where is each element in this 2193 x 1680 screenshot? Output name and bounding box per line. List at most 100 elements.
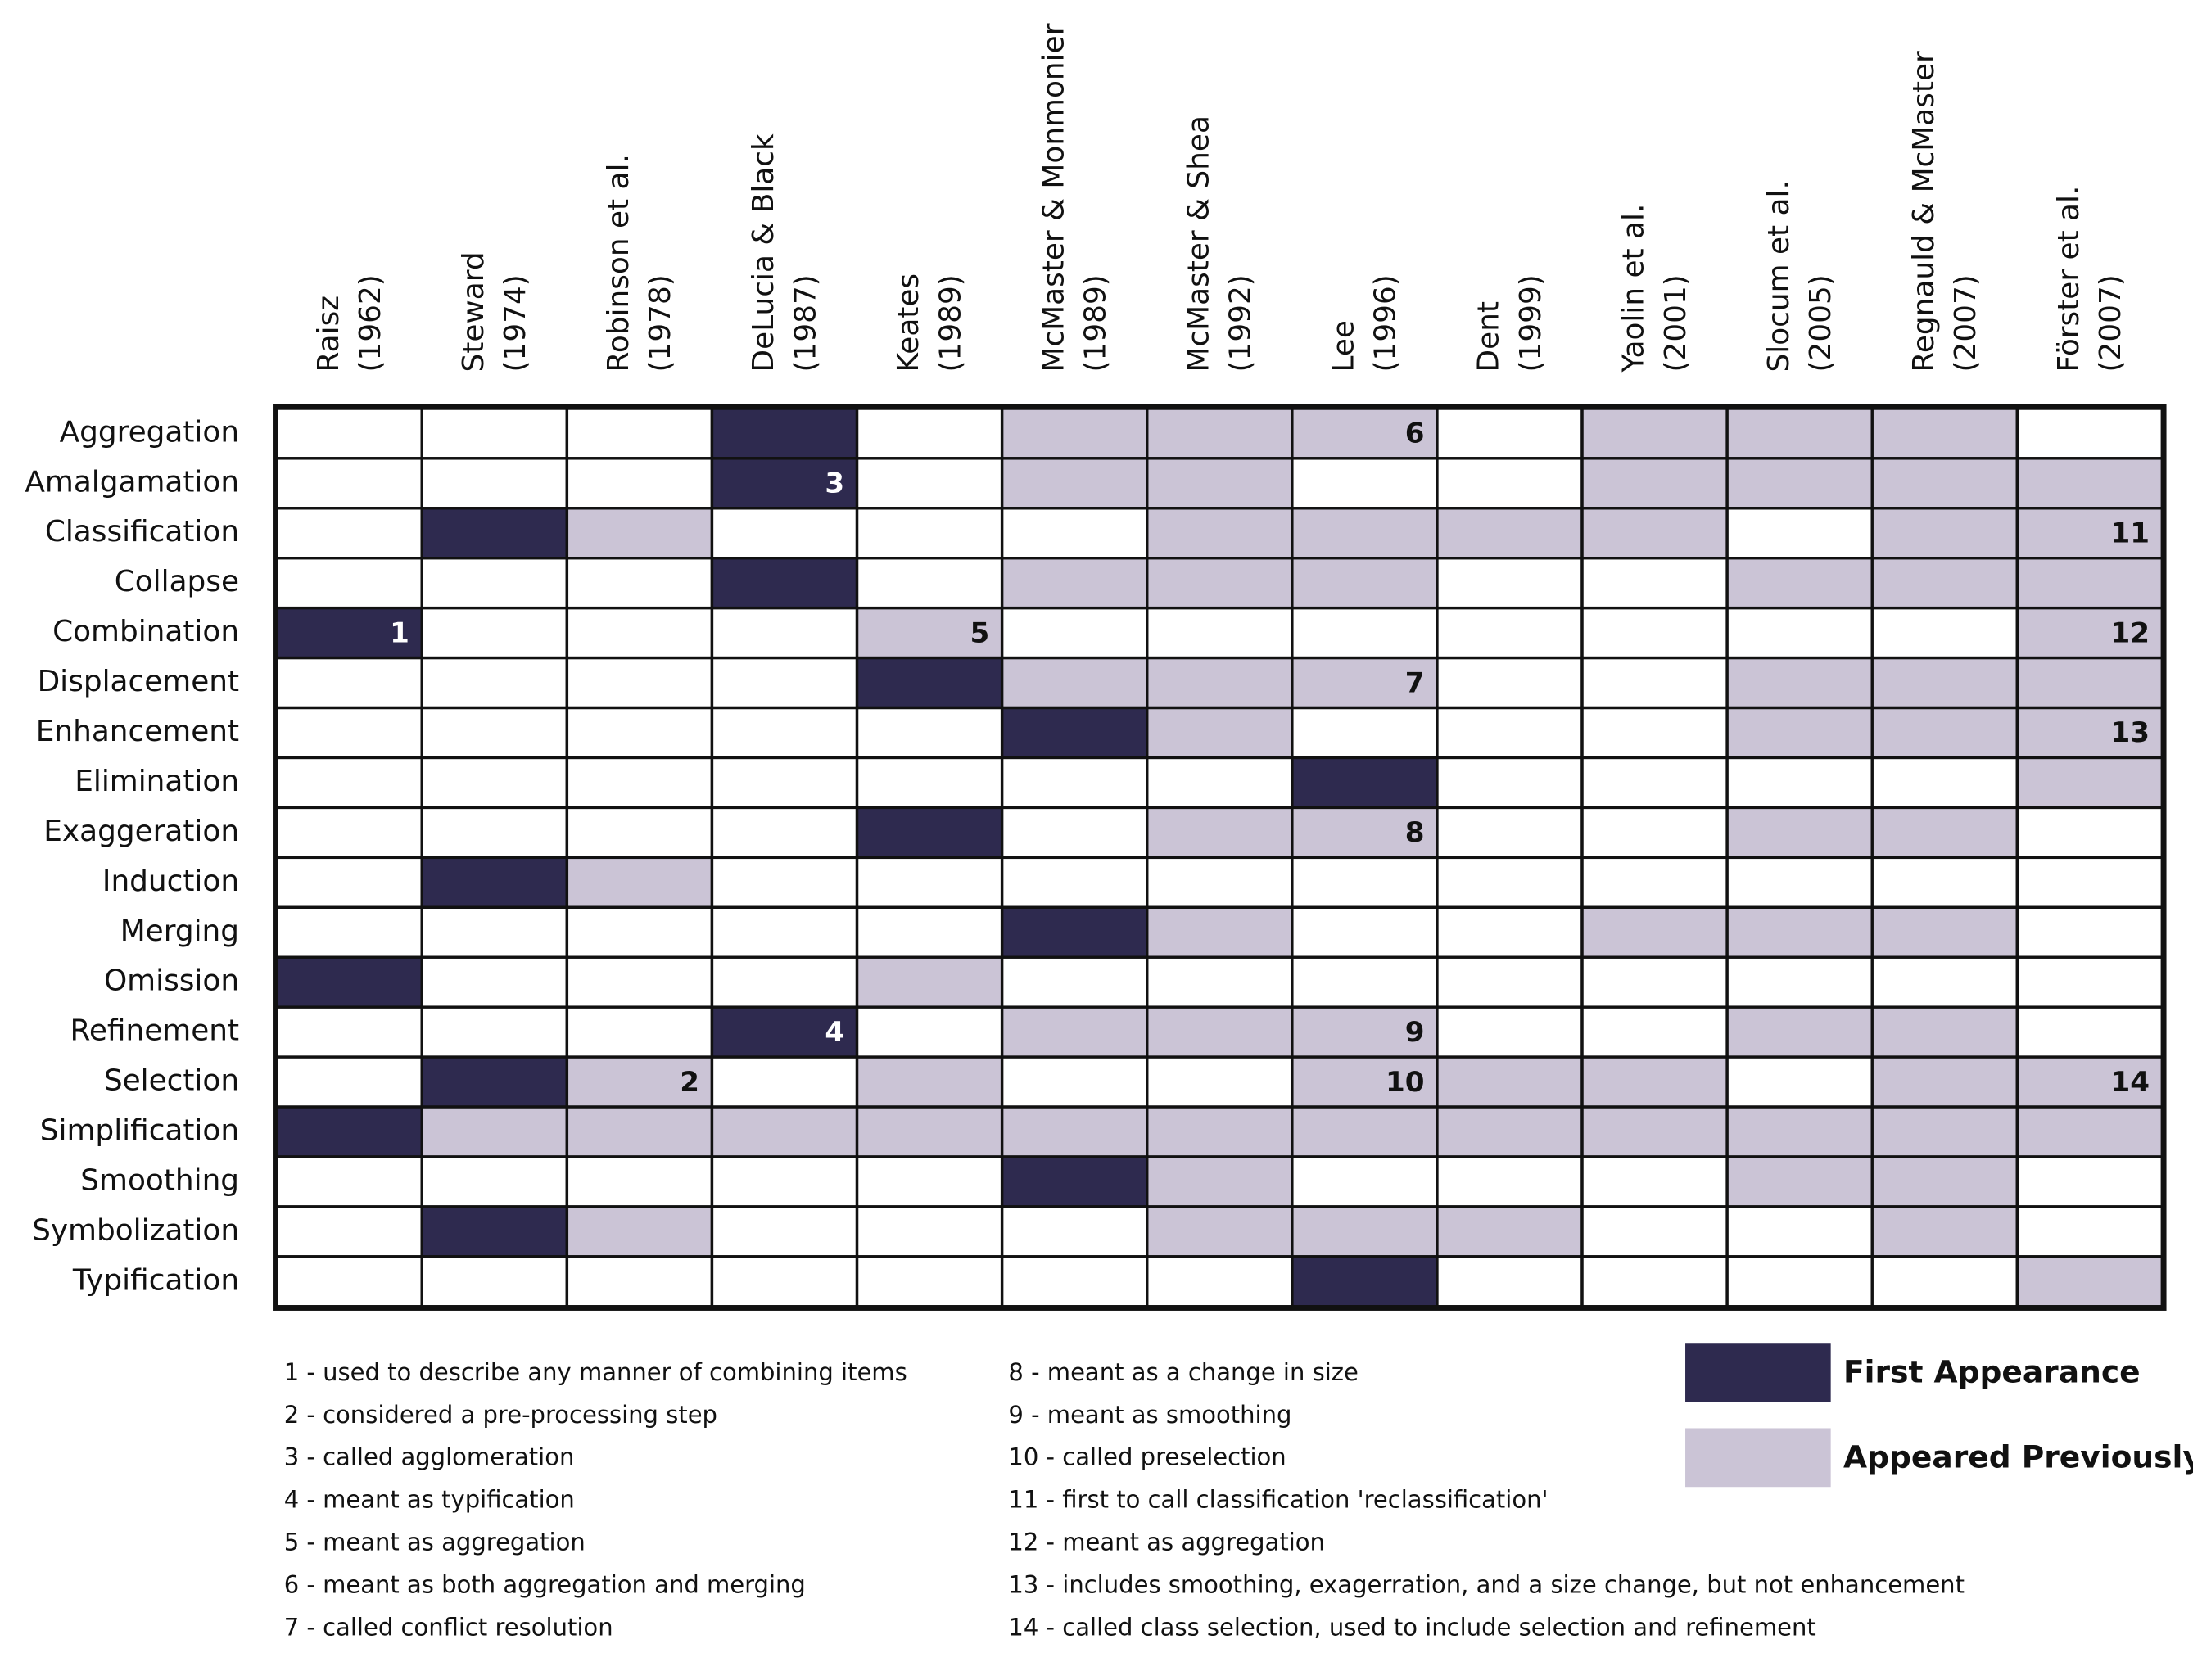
cell xyxy=(710,507,859,560)
cell xyxy=(1725,1155,1874,1208)
cell xyxy=(275,806,423,860)
cell xyxy=(1291,1105,1439,1158)
cell xyxy=(855,856,1004,910)
row-label: Typification xyxy=(72,1263,239,1297)
cell xyxy=(275,1105,423,1158)
cell xyxy=(1436,1105,1584,1158)
column-header: (1987) xyxy=(789,274,822,372)
cell xyxy=(2015,1005,2164,1059)
cell xyxy=(420,856,569,910)
cell xyxy=(1725,606,1874,660)
cell xyxy=(1580,1205,1729,1258)
cell xyxy=(1000,756,1149,810)
row-label: Classification xyxy=(45,515,239,549)
cell xyxy=(1870,1005,2019,1059)
cell xyxy=(1000,955,1149,1009)
row-label: Displacement xyxy=(38,665,239,698)
cell xyxy=(420,457,569,510)
cell xyxy=(275,656,423,710)
column-header: McMaster & Monmonier xyxy=(1037,23,1070,372)
cell xyxy=(1000,806,1149,860)
footnote: 4 - meant as typification xyxy=(284,1486,575,1514)
column-header: (1989) xyxy=(1079,274,1113,372)
cell xyxy=(855,407,1004,460)
cell-note-marker: 5 xyxy=(970,616,990,649)
cell xyxy=(710,1105,859,1158)
cell xyxy=(420,1055,569,1109)
cell xyxy=(565,1105,714,1158)
cell xyxy=(1000,1055,1149,1109)
cell-note-marker: 7 xyxy=(1405,666,1425,699)
cell xyxy=(1436,457,1584,510)
cell xyxy=(1436,706,1584,760)
cell xyxy=(1870,1155,2019,1208)
cell xyxy=(1146,1255,1294,1308)
cell xyxy=(2015,606,2164,660)
cell xyxy=(1725,856,1874,910)
cell xyxy=(1000,1005,1149,1059)
cell xyxy=(275,1205,423,1258)
cell xyxy=(710,806,859,860)
legend-label: First Appearance xyxy=(1843,1353,2141,1389)
cell xyxy=(565,856,714,910)
cell xyxy=(1000,1155,1149,1208)
cell xyxy=(855,955,1004,1009)
cell xyxy=(1291,955,1439,1009)
cell xyxy=(1580,656,1729,710)
cell xyxy=(1291,507,1439,560)
cell xyxy=(2015,1105,2164,1158)
cell xyxy=(1870,457,2019,510)
cell-note-marker: 10 xyxy=(1386,1066,1425,1099)
cell xyxy=(855,1055,1004,1109)
row-label: Refinement xyxy=(70,1014,239,1048)
column-header: (1999) xyxy=(1514,274,1548,372)
row-label: Elimination xyxy=(75,765,239,798)
legend-swatch xyxy=(1685,1343,1831,1402)
footnote: 7 - called conflict resolution xyxy=(284,1613,613,1641)
row-label: Aggregation xyxy=(60,415,239,449)
cell xyxy=(855,806,1004,860)
cell xyxy=(565,457,714,510)
cell xyxy=(1580,806,1729,860)
cell xyxy=(565,806,714,860)
cell xyxy=(1436,1005,1584,1059)
cell xyxy=(420,1255,569,1308)
cell xyxy=(565,1005,714,1059)
cell xyxy=(2015,557,2164,610)
cell-note-marker: 3 xyxy=(825,467,844,500)
cell xyxy=(1436,407,1584,460)
cell xyxy=(275,1255,423,1308)
cell xyxy=(710,1205,859,1258)
cell xyxy=(710,756,859,810)
legend-swatch xyxy=(1685,1428,1831,1488)
cell xyxy=(420,905,569,959)
cell xyxy=(710,955,859,1009)
cell xyxy=(1146,1105,1294,1158)
footnote: 13 - includes smoothing, exagerration, a… xyxy=(1008,1571,1965,1599)
footnote: 9 - meant as smoothing xyxy=(1008,1401,1291,1429)
cell xyxy=(855,457,1004,510)
row-label: Merging xyxy=(120,915,239,948)
row-label: Collapse xyxy=(115,565,239,598)
cell xyxy=(275,706,423,760)
cell xyxy=(855,706,1004,760)
cell xyxy=(1291,1155,1439,1208)
cell xyxy=(1725,806,1874,860)
cell xyxy=(565,905,714,959)
cell xyxy=(420,955,569,1009)
cell xyxy=(1291,706,1439,760)
cell xyxy=(1000,706,1149,760)
cell xyxy=(1436,756,1584,810)
cell xyxy=(2015,806,2164,860)
column-header: (1992) xyxy=(1224,274,1258,372)
column-header: Steward xyxy=(457,251,491,372)
cell xyxy=(1580,1055,1729,1109)
cell xyxy=(1580,905,1729,959)
column-header: (1978) xyxy=(644,274,677,372)
cell xyxy=(1000,606,1149,660)
row-label: Omission xyxy=(104,964,239,998)
cell xyxy=(710,1155,859,1208)
cell xyxy=(1580,606,1729,660)
cell xyxy=(1725,457,1874,510)
